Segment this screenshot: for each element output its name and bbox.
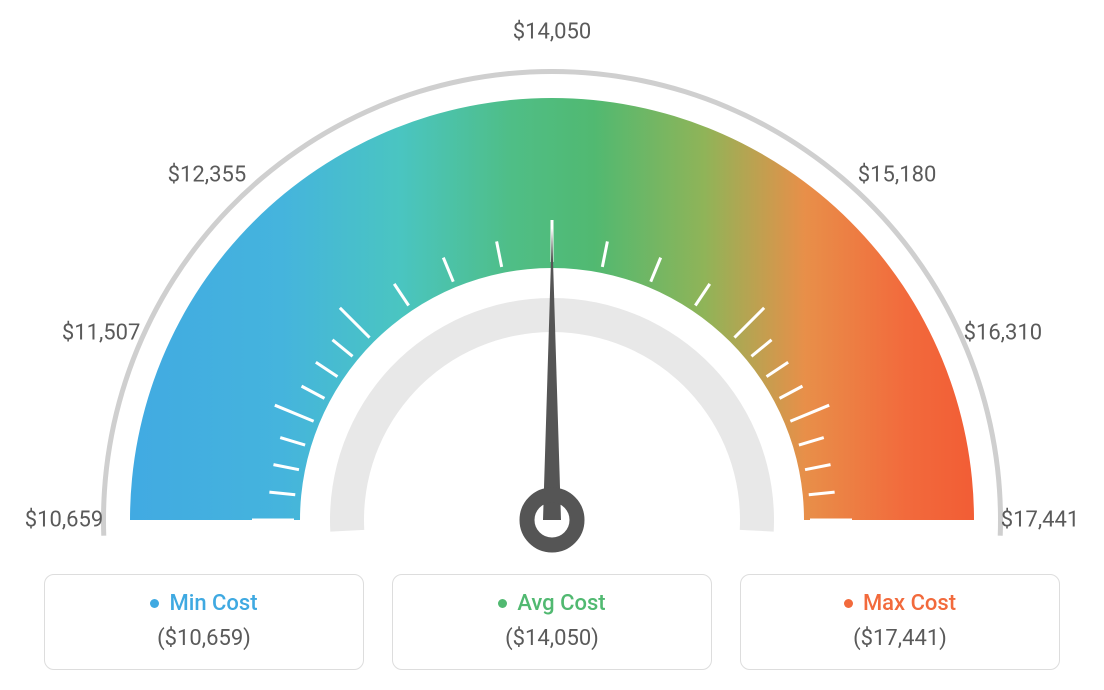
legend-title-min: Min Cost <box>150 591 257 616</box>
gauge-svg <box>0 0 1104 560</box>
legend-title-text: Min Cost <box>169 591 257 616</box>
legend-dot-icon <box>844 599 853 608</box>
legend-value-min: ($10,659) <box>45 626 363 651</box>
legend-card-max: Max Cost ($17,441) <box>740 574 1060 670</box>
legend-title-text: Max Cost <box>863 591 956 616</box>
legend-value-avg: ($14,050) <box>393 626 711 651</box>
legend-card-avg: Avg Cost ($14,050) <box>392 574 712 670</box>
gauge-scale-label: $11,507 <box>62 321 141 346</box>
legend-title-text: Avg Cost <box>517 591 605 616</box>
legend-row: Min Cost ($10,659) Avg Cost ($14,050) Max Co… <box>0 574 1104 670</box>
gauge-scale-label: $17,441 <box>1001 508 1080 533</box>
legend-value-max: ($17,441) <box>741 626 1059 651</box>
gauge-scale-label: $12,355 <box>168 162 247 187</box>
legend-title-avg: Avg Cost <box>498 591 605 616</box>
gauge-scale-label: $14,050 <box>513 20 592 45</box>
legend-dot-icon <box>150 599 159 608</box>
gauge-chart: $10,659 $11,507 $12,355 $14,050 $15,180 $16,3… <box>0 0 1104 560</box>
gauge-scale-label: $10,659 <box>25 508 104 533</box>
legend-card-min: Min Cost ($10,659) <box>44 574 364 670</box>
legend-title-max: Max Cost <box>844 591 956 616</box>
legend-dot-icon <box>498 599 507 608</box>
gauge-scale-label: $15,180 <box>858 162 937 187</box>
gauge-scale-label: $16,310 <box>964 321 1043 346</box>
gauge-needle <box>543 228 561 520</box>
